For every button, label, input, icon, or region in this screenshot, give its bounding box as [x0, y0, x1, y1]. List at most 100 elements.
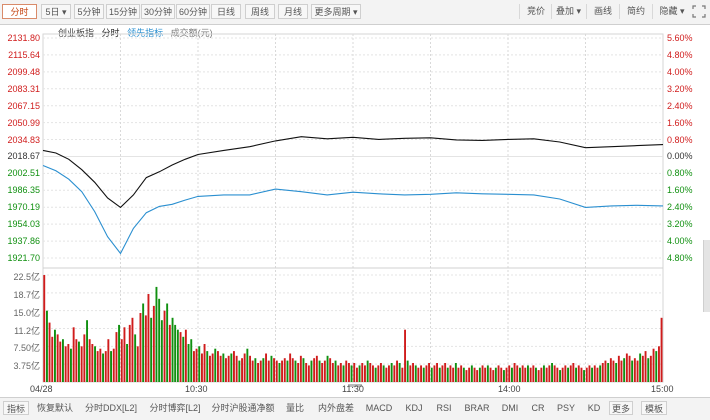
volume-bar	[209, 355, 211, 382]
draw-line-button[interactable]: 画线	[586, 4, 619, 19]
tab-cr[interactable]: CR	[531, 403, 545, 413]
volume-bar	[401, 367, 404, 382]
tab-rsi[interactable]: RSI	[436, 403, 452, 413]
volume-bar	[206, 351, 209, 382]
volume-bar	[107, 339, 110, 382]
volume-bar	[620, 360, 623, 382]
volume-bar	[449, 365, 452, 382]
volume-bar	[126, 344, 128, 382]
volume-bar	[179, 332, 182, 382]
volume-bar	[628, 355, 631, 382]
tab-5min[interactable]: 5分钟	[74, 4, 104, 19]
tab-dmi[interactable]: DMI	[501, 403, 519, 413]
more-periods-dropdown[interactable]: 更多周期 ▾	[311, 4, 361, 19]
volume-bar	[417, 367, 420, 382]
time-scroll-marker	[348, 384, 362, 387]
volume-bar	[561, 367, 564, 382]
volume-bar	[529, 367, 532, 382]
volume-bar	[564, 365, 567, 382]
volume-bar	[235, 355, 238, 382]
tab-5day[interactable]: 5日 ▾	[41, 4, 71, 19]
pct-tick-label: 1.60%	[667, 185, 693, 196]
tab-weekly[interactable]: 周线	[245, 4, 275, 19]
volume-bar	[195, 348, 198, 382]
tab-60min[interactable]: 60分钟	[176, 4, 210, 19]
auction-button[interactable]: 竞价	[519, 4, 552, 19]
volume-bar	[136, 346, 139, 382]
volume-bar	[422, 367, 425, 382]
right-scroll-handle[interactable]	[703, 240, 710, 312]
volume-bar	[313, 358, 316, 382]
volume-bar	[72, 327, 75, 382]
volume-bar	[641, 355, 644, 382]
volume-bar	[452, 367, 455, 382]
tab-indicators[interactable]: 指标	[3, 401, 29, 415]
tab-intraday[interactable]: 分时	[2, 4, 37, 19]
volume-bar	[150, 317, 153, 382]
volume-bar	[358, 365, 361, 382]
tab-15min[interactable]: 15分钟	[106, 4, 140, 19]
volume-bar	[227, 355, 230, 382]
volume-bar	[361, 363, 364, 382]
volume-bar	[291, 358, 294, 382]
tab-more[interactable]: 更多	[609, 401, 633, 415]
volume-bar	[331, 363, 334, 382]
volume-bar	[342, 365, 345, 382]
volume-bar	[390, 363, 393, 382]
tab-northbound[interactable]: 分时沪股通净额	[211, 403, 275, 413]
hide-label: 隐藏	[659, 6, 678, 16]
volume-bar	[617, 355, 620, 382]
tab-macd[interactable]: MACD	[365, 403, 393, 413]
tab-daily[interactable]: 日线	[211, 4, 241, 19]
volume-bar	[83, 334, 86, 382]
tab-ddx[interactable]: 分时DDX[L2]	[85, 403, 138, 413]
volume-bar	[115, 332, 118, 382]
tab-brar[interactable]: BRAR	[464, 403, 490, 413]
volume-bar	[289, 353, 292, 382]
tab-monthly[interactable]: 月线	[278, 4, 308, 19]
volume-bar	[299, 355, 302, 382]
volume-bar	[494, 367, 497, 382]
volume-bar	[473, 367, 476, 382]
volume-bar	[211, 353, 214, 382]
pct-tick-label: 4.00%	[667, 66, 693, 77]
volume-bar	[158, 298, 161, 382]
volume-bar	[337, 365, 340, 382]
volume-bar	[56, 334, 59, 382]
volume-bar	[460, 365, 463, 382]
tab-volume-ratio[interactable]: 量比	[285, 403, 304, 413]
volume-bar	[519, 367, 521, 382]
volume-bar	[163, 310, 166, 382]
volume-bar	[644, 351, 647, 382]
volume-bar	[318, 360, 321, 382]
tab-template[interactable]: 模板	[641, 401, 667, 415]
volume-bar	[233, 351, 235, 382]
volume-bar	[315, 355, 318, 382]
volume-tick-label: 18.7亿	[13, 289, 40, 300]
pct-tick-label: 5.60%	[667, 33, 693, 43]
price-tick-label: 2034.83	[7, 134, 40, 145]
fullscreen-icon[interactable]	[692, 5, 706, 18]
chart-mode: 分时	[101, 28, 120, 38]
tab-restore-default[interactable]: 恢复默认	[36, 403, 73, 413]
tab-psy[interactable]: PSY	[556, 403, 575, 413]
tab-game[interactable]: 分时博弈[L2]	[149, 403, 201, 413]
volume-bar	[436, 363, 438, 382]
hide-dropdown[interactable]: 隐藏 ▾	[652, 4, 691, 19]
volume-bar	[326, 355, 329, 382]
chart-legend: 创业板指 分时 领先指标 成交额(元)	[58, 26, 218, 39]
volume-bar	[166, 303, 169, 382]
volume-tick-label: 11.2亿	[14, 325, 40, 336]
price-tick-label: 2018.67	[7, 151, 40, 162]
volume-bar	[155, 286, 158, 382]
volume-bar	[655, 351, 658, 382]
volume-bar	[262, 358, 265, 382]
tab-kd[interactable]: KD	[587, 403, 601, 413]
tab-kdj[interactable]: KDJ	[405, 403, 423, 413]
overlay-dropdown[interactable]: 叠加 ▾	[551, 4, 585, 19]
volume-bar	[356, 367, 358, 382]
tab-30min[interactable]: 30分钟	[141, 4, 175, 19]
tab-inout-diff[interactable]: 内外盘差	[317, 403, 354, 413]
simple-mode-button[interactable]: 简约	[619, 4, 652, 19]
